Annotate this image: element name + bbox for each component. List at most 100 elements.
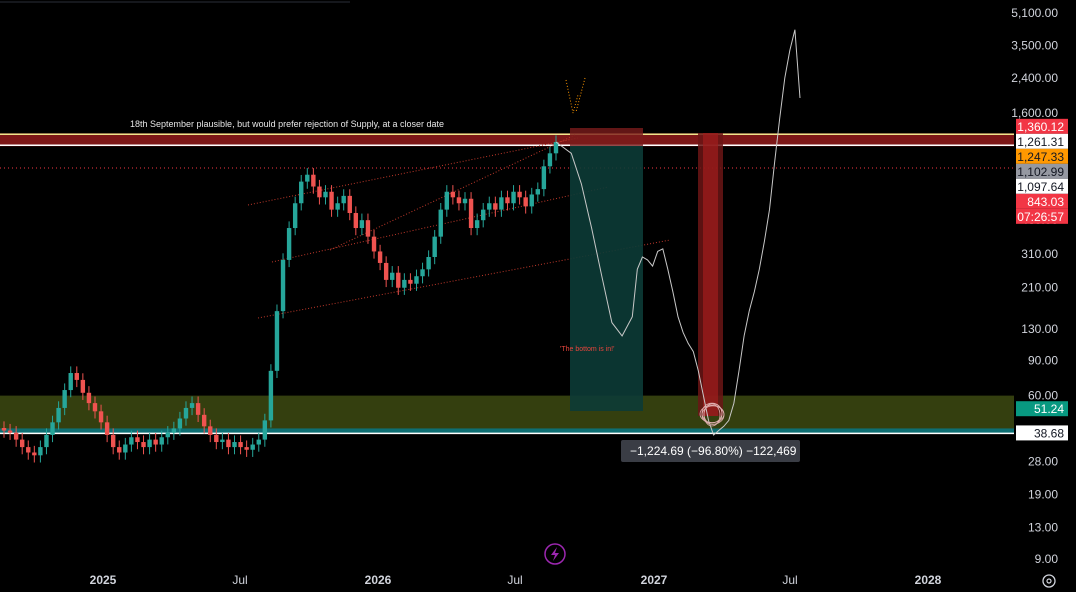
candle: [523, 190, 528, 214]
time-tick-label: 2026: [365, 573, 392, 587]
price-badge: 51.24: [1016, 401, 1068, 417]
supply-zone: [0, 133, 1014, 147]
candle: [474, 213, 480, 236]
price-tick-label: 310.00: [1021, 247, 1058, 261]
candle: [165, 426, 170, 445]
candle: [226, 432, 231, 455]
target-arrows: [565, 77, 586, 114]
settings-icon[interactable]: [1042, 574, 1056, 588]
demand-band: [0, 428, 1014, 434]
candle: [499, 190, 504, 217]
candle: [56, 401, 61, 430]
candle: [280, 253, 286, 319]
candle: [13, 426, 19, 447]
position-boxes-layer: [570, 128, 723, 416]
zones-layer: [0, 133, 1014, 435]
price-axis[interactable]: 5,100.003,500.002,400.001,600.00460.0031…: [1011, 6, 1058, 566]
candle: [426, 250, 431, 277]
candle: [171, 421, 177, 440]
candle: [377, 244, 383, 271]
candle: [487, 196, 492, 217]
trendline: [271, 186, 609, 263]
candle: [432, 230, 437, 265]
candle: [135, 430, 140, 450]
candle: [7, 423, 13, 440]
time-tick-label: Jul: [782, 573, 797, 587]
candle: [195, 396, 201, 423]
candle: [256, 432, 261, 452]
candle: [444, 185, 450, 217]
candle: [117, 440, 122, 460]
annotations-layer: 18th September plausible, but would pref…: [130, 119, 614, 353]
candle: [517, 185, 522, 205]
flash-icon[interactable]: [544, 543, 566, 565]
candle: [305, 168, 310, 189]
candle: [268, 364, 274, 428]
price-tick-label: 60.00: [1028, 389, 1058, 403]
candle: [353, 206, 359, 236]
candle: [493, 196, 498, 217]
candle: [238, 435, 243, 455]
candle: [511, 185, 516, 211]
candle: [262, 413, 268, 447]
candle: [1, 421, 7, 438]
price-tick-label: 90.00: [1028, 354, 1058, 368]
price-badge: 1,360.12: [1016, 118, 1068, 134]
candle: [359, 213, 365, 236]
price-badge: 843.03: [1016, 193, 1068, 209]
svg-text:1,261.31: 1,261.31: [1017, 135, 1064, 149]
svg-text:51.24: 51.24: [1034, 402, 1064, 416]
projection-path: [555, 29, 801, 436]
candle: [129, 430, 134, 452]
price-tick-label: 130.00: [1021, 322, 1058, 336]
candle: [26, 440, 31, 460]
time-axis[interactable]: 2025 Jul 2026 Jul 2027 Jul 2028: [90, 573, 942, 587]
candle: [365, 213, 371, 244]
supply-note: 18th September plausible, but would pref…: [130, 119, 444, 129]
candle: [311, 168, 316, 194]
candle: [450, 185, 456, 205]
candle: [214, 428, 219, 450]
price-tick-label: 28.00: [1028, 454, 1058, 468]
svg-text:38.68: 38.68: [1034, 426, 1064, 440]
bottom-note: 'The bottom is in!': [560, 346, 614, 353]
candle: [292, 196, 298, 236]
price-badge: 1,097.64: [1016, 178, 1068, 194]
measure-tooltip: −1,224.69 (−96.80%) −122,469: [621, 440, 800, 462]
price-tick-label: 19.00: [1028, 488, 1058, 502]
candle: [232, 435, 237, 455]
candle: [177, 411, 183, 436]
candle: [104, 415, 110, 443]
price-badges: 1,360.121,261.311,247.331,102.991,097.64…: [1016, 118, 1068, 441]
svg-text:1,097.64: 1,097.64: [1017, 180, 1064, 194]
svg-text:1,102.99: 1,102.99: [1017, 165, 1064, 179]
candle: [462, 192, 468, 211]
candle: [481, 203, 486, 228]
price-badge: 1,247.33: [1016, 148, 1068, 164]
candle: [553, 135, 559, 161]
price-tick-label: 9.00: [1035, 552, 1059, 566]
candle: [62, 383, 67, 416]
red-vertical-inner: [703, 133, 718, 416]
candle: [123, 437, 128, 460]
candle: [456, 190, 462, 211]
demand-zone: [0, 395, 1014, 434]
candle: [98, 404, 104, 430]
candle: [341, 189, 346, 211]
time-tick-label: Jul: [232, 573, 247, 587]
price-badge: 07:26:57: [1016, 208, 1068, 224]
candle: [92, 396, 98, 419]
projection-layer: [555, 29, 801, 436]
candle: [547, 146, 553, 174]
candle: [529, 187, 534, 214]
price-badge: 1,102.99: [1016, 163, 1068, 179]
measure-text: −1,224.69 (−96.80%) −122,469: [630, 444, 797, 458]
candle: [383, 256, 389, 288]
price-badge: 1,261.31: [1016, 133, 1068, 149]
candle: [244, 440, 249, 457]
candle: [201, 408, 207, 434]
candle: [541, 159, 547, 197]
candle: [208, 419, 213, 443]
candle: [32, 445, 37, 463]
